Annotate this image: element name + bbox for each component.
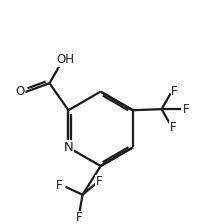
Text: F: F xyxy=(169,121,176,134)
Text: OH: OH xyxy=(56,53,74,66)
Text: F: F xyxy=(171,85,178,98)
Text: O: O xyxy=(16,85,25,99)
Text: F: F xyxy=(56,179,62,192)
Text: F: F xyxy=(76,211,83,224)
Text: F: F xyxy=(95,175,102,188)
Text: N: N xyxy=(64,141,73,154)
Text: F: F xyxy=(183,103,189,116)
